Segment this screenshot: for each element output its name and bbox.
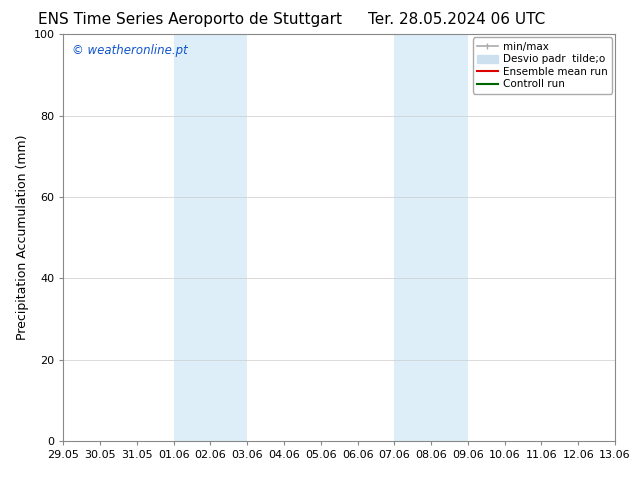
Text: © weatheronline.pt: © weatheronline.pt — [72, 45, 188, 57]
Text: Ter. 28.05.2024 06 UTC: Ter. 28.05.2024 06 UTC — [368, 12, 545, 27]
Text: ENS Time Series Aeroporto de Stuttgart: ENS Time Series Aeroporto de Stuttgart — [38, 12, 342, 27]
Y-axis label: Precipitation Accumulation (mm): Precipitation Accumulation (mm) — [16, 135, 29, 341]
Bar — [394, 34, 468, 441]
Bar — [174, 34, 247, 441]
Legend: min/max, Desvio padr  tilde;o, Ensemble mean run, Controll run: min/max, Desvio padr tilde;o, Ensemble m… — [473, 37, 612, 94]
